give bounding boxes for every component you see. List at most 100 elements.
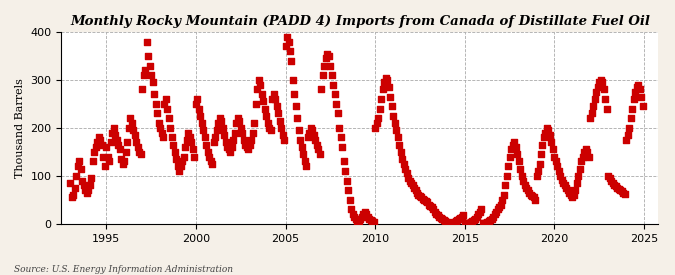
Point <box>270 97 281 101</box>
Point <box>234 119 244 123</box>
Point <box>537 142 548 147</box>
Point <box>444 221 455 226</box>
Point <box>68 193 79 197</box>
Point <box>295 138 306 142</box>
Point <box>476 207 487 211</box>
Point <box>319 63 330 68</box>
Point <box>539 135 549 140</box>
Point <box>564 190 575 195</box>
Point <box>162 106 173 111</box>
Point <box>421 199 431 203</box>
Point <box>622 133 633 137</box>
Point <box>449 220 460 225</box>
Point <box>552 164 563 168</box>
Point <box>141 39 152 44</box>
Point <box>140 68 151 73</box>
Point <box>615 188 626 192</box>
Point <box>306 126 317 130</box>
Point <box>290 104 301 108</box>
Point <box>455 216 466 220</box>
Point <box>244 142 255 147</box>
Point <box>608 181 618 185</box>
Point <box>579 150 590 154</box>
Point <box>204 155 215 159</box>
Point <box>152 111 163 116</box>
Point <box>464 221 475 225</box>
Point <box>551 159 562 164</box>
Point <box>84 183 95 188</box>
Point <box>606 178 617 183</box>
Point <box>467 219 478 224</box>
Point <box>439 218 450 222</box>
Point <box>189 155 200 159</box>
Point <box>614 187 624 191</box>
Point <box>414 194 425 198</box>
Point <box>281 35 292 39</box>
Point <box>598 87 609 92</box>
Point <box>370 126 381 130</box>
Point <box>236 126 246 130</box>
Point <box>195 114 206 118</box>
Point <box>125 116 136 120</box>
Point <box>404 178 415 183</box>
Point <box>589 97 600 101</box>
Point <box>300 159 310 164</box>
Point <box>456 214 467 219</box>
Point <box>395 150 406 154</box>
Point <box>418 197 429 201</box>
Point <box>316 87 327 92</box>
Point <box>105 140 116 144</box>
Point <box>273 111 284 116</box>
Point <box>89 150 100 154</box>
Point <box>241 145 252 149</box>
Point <box>402 176 413 180</box>
Point <box>600 97 611 101</box>
Point <box>385 95 396 99</box>
Point <box>492 207 503 211</box>
Point <box>406 181 416 185</box>
Point <box>619 191 630 196</box>
Point <box>601 106 612 111</box>
Point <box>507 142 518 147</box>
Point <box>604 176 615 180</box>
Point <box>225 150 236 154</box>
Point <box>173 164 184 168</box>
Point <box>471 214 482 219</box>
Point <box>337 145 348 149</box>
Point <box>65 181 76 185</box>
Point <box>408 186 419 190</box>
Point <box>352 219 362 224</box>
Point <box>222 145 233 149</box>
Point <box>349 214 360 219</box>
Point <box>285 49 296 53</box>
Point <box>516 174 527 178</box>
Point <box>567 195 578 200</box>
Point <box>502 174 512 178</box>
Point <box>591 90 601 94</box>
Point <box>253 78 264 82</box>
Point <box>159 102 170 106</box>
Point <box>465 220 476 225</box>
Point <box>401 171 412 176</box>
Point <box>428 207 439 211</box>
Point <box>636 95 647 99</box>
Point <box>327 73 338 77</box>
Point <box>441 220 452 225</box>
Point <box>331 102 342 106</box>
Point <box>275 126 286 130</box>
Point <box>211 128 222 133</box>
Point <box>359 210 370 214</box>
Point <box>131 140 142 144</box>
Point <box>196 121 207 125</box>
Point <box>146 73 157 77</box>
Point <box>274 119 285 123</box>
Point <box>593 85 603 89</box>
Point <box>528 195 539 200</box>
Point <box>588 104 599 108</box>
Point <box>535 152 546 156</box>
Point <box>616 189 627 193</box>
Point <box>482 220 493 225</box>
Point <box>230 130 240 135</box>
Point <box>377 87 388 92</box>
Point <box>70 186 80 190</box>
